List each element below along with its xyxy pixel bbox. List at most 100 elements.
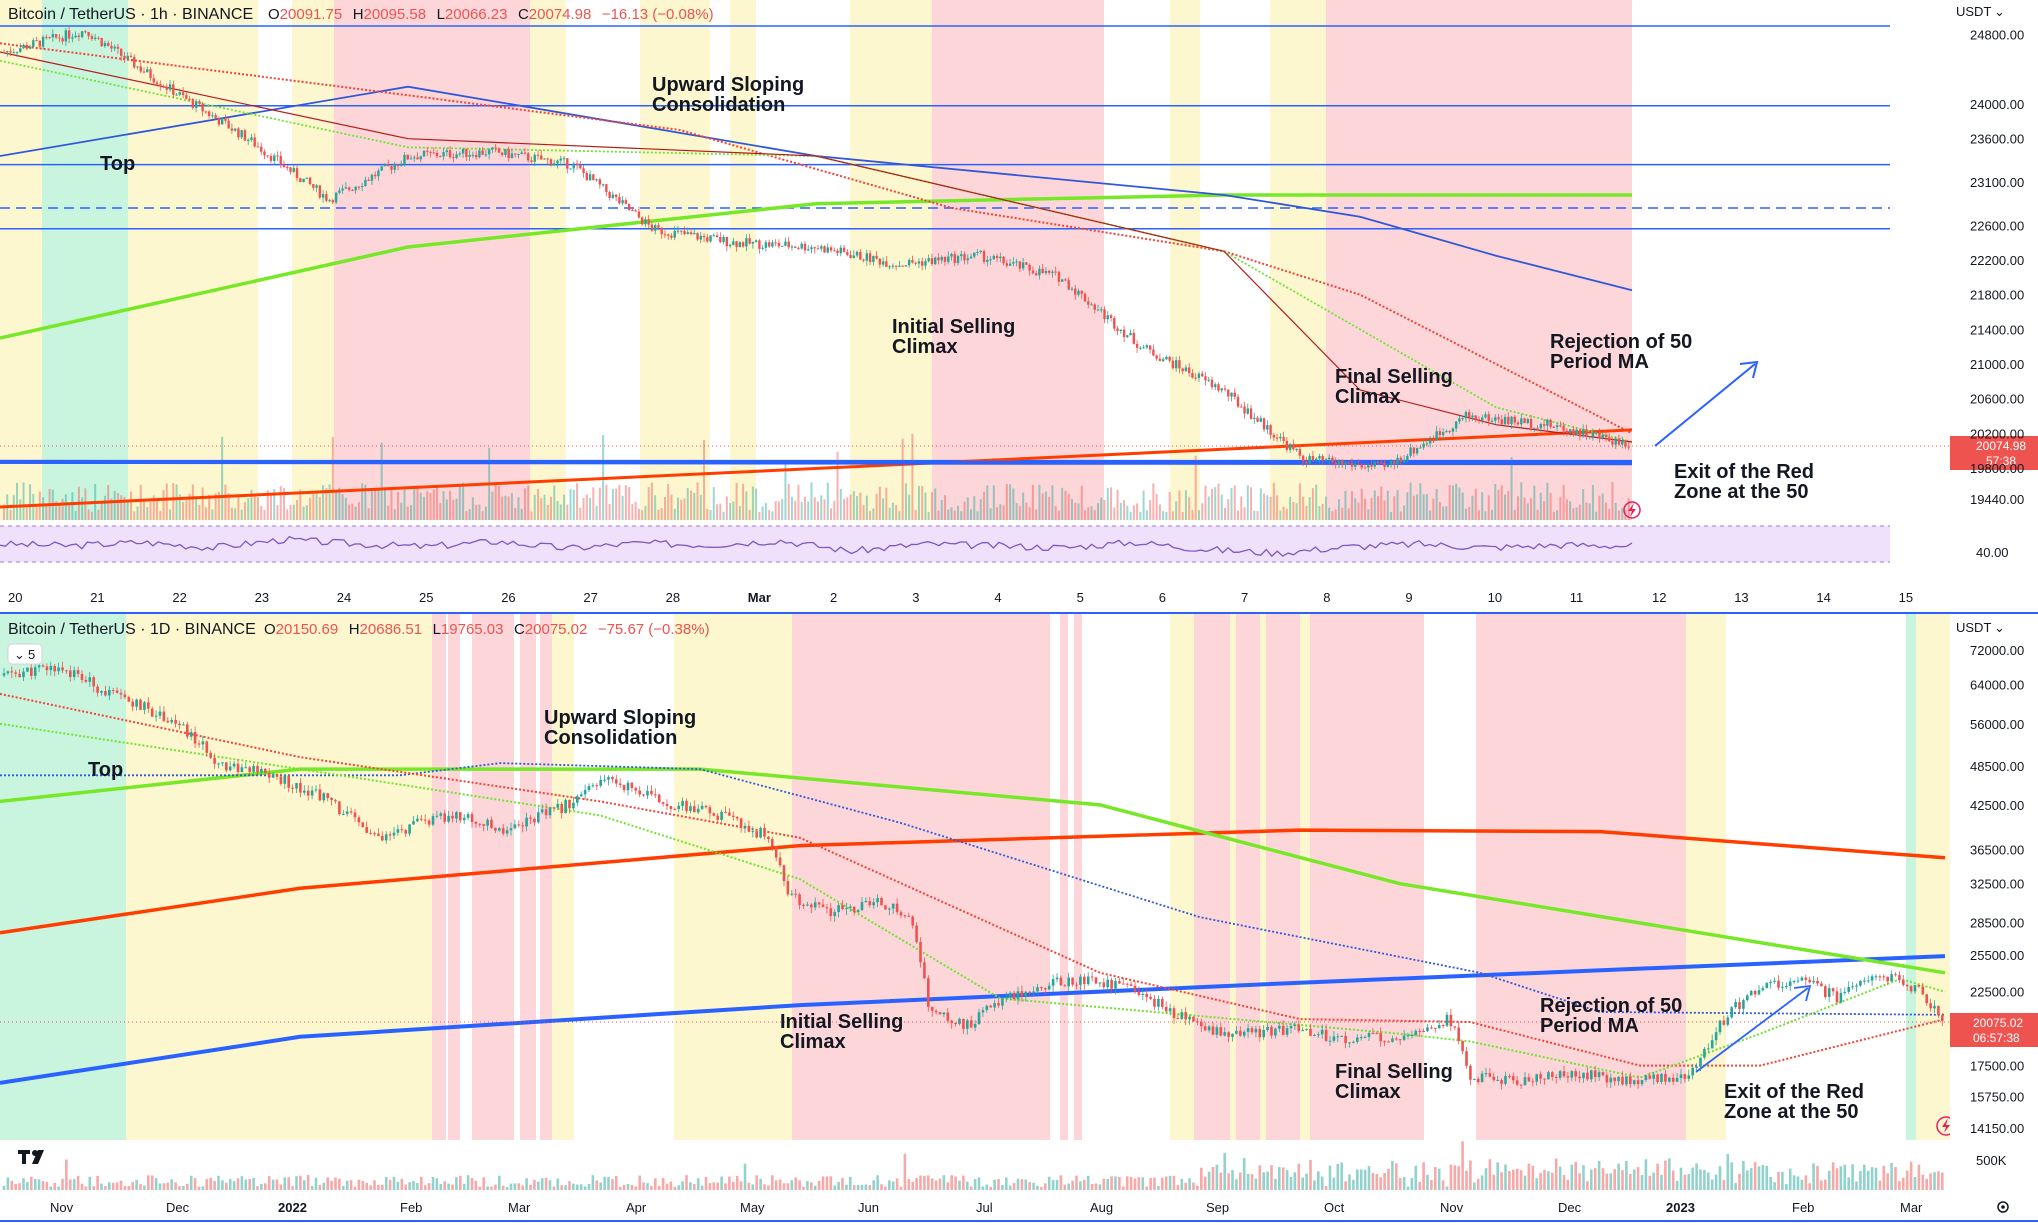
projection-arrow[interactable] xyxy=(1654,360,1759,447)
indicator-legend-toggle[interactable]: ⌄ 5 xyxy=(7,643,43,665)
daily-volume-bar xyxy=(1933,1172,1936,1190)
daily-volume-bar xyxy=(100,1183,103,1190)
volume-bar xyxy=(628,487,631,520)
pane-divider[interactable] xyxy=(0,612,2038,614)
volume-bar xyxy=(1572,508,1575,520)
daily-candle-body xyxy=(634,788,638,791)
volume-bar xyxy=(159,511,162,520)
daily-candle-body xyxy=(72,670,76,677)
volume-bar xyxy=(1578,504,1581,520)
volume-bar xyxy=(1350,491,1353,520)
candle-body xyxy=(116,46,120,49)
candle-body xyxy=(1324,459,1328,461)
daily-candle-body xyxy=(868,900,872,906)
candle-body xyxy=(334,192,338,203)
daily-time-axis[interactable]: Nov Dec 2022 Feb Mar Apr May Jun Jul Aug Sep Oct Nov… xyxy=(0,1190,1950,1220)
daily-price-label xyxy=(1950,1013,2038,1047)
daily-volume-bar xyxy=(1207,1171,1211,1190)
daily-candle-body xyxy=(1617,1076,1620,1082)
volume-bar xyxy=(1517,496,1520,520)
daily-candle-body xyxy=(1547,1072,1550,1080)
volume-bar xyxy=(1445,506,1448,520)
daily-chart-pane[interactable]: Top Upward Sloping Consolidation Initial… xyxy=(0,614,1956,1220)
daily-candle-body xyxy=(802,904,805,906)
daily-volume-bar xyxy=(1527,1163,1531,1190)
volume-bar xyxy=(823,499,826,520)
daily-candle-body xyxy=(1098,982,1102,984)
daily-volume-bar xyxy=(1465,1170,1468,1190)
daily-candle-body xyxy=(568,799,571,809)
daily-currency-label: USDT xyxy=(1956,620,1991,635)
daily-currency-dropdown-icon[interactable]: ⌄ xyxy=(1994,620,2005,635)
hourly-chart-pane[interactable]: Top Upward Sloping Consolidation Initial… xyxy=(0,0,1950,580)
daily-volume-bar xyxy=(1297,1163,1301,1190)
daily-volume-bar xyxy=(1808,1183,1811,1190)
daily-volume-bar xyxy=(1305,1173,1308,1190)
daily-volume-bar xyxy=(817,1180,821,1190)
daily-volume-bar xyxy=(884,1186,887,1190)
daily-volume-bar xyxy=(1866,1170,1870,1190)
daily-volume-bar xyxy=(400,1178,404,1190)
volume-bar xyxy=(1207,496,1210,520)
volume-bar xyxy=(299,489,302,520)
candle-body xyxy=(1174,360,1178,369)
logo-t-shape xyxy=(18,1150,30,1164)
volume-bar xyxy=(1162,511,1165,520)
daily-volume-bar xyxy=(689,1182,692,1190)
daily-candle-body xyxy=(486,819,489,826)
daily-y-tick: 17500.00 xyxy=(1970,1059,2024,1074)
candle-body xyxy=(409,158,413,160)
candle-body xyxy=(458,153,462,155)
candle-body xyxy=(256,146,260,148)
daily-candle-body xyxy=(595,785,599,787)
logo-background xyxy=(10,1142,56,1172)
zone-red xyxy=(520,614,536,1140)
daily-volume-bar xyxy=(505,1186,509,1190)
candle-body xyxy=(484,154,488,156)
daily-volume-bar xyxy=(1200,1167,1203,1190)
currency-dropdown-icon[interactable]: ⌄ xyxy=(1994,4,2005,19)
candle-body xyxy=(1608,437,1611,442)
daily-volume-bar xyxy=(1917,1164,1921,1190)
settings-gear-icon[interactable] xyxy=(1997,1201,2009,1213)
volume-bar xyxy=(1552,511,1555,520)
daily-candle-body xyxy=(400,829,404,831)
hourly-price-scale[interactable]: USDT ⌄ 20074.98 57:38 40.00 24800.002400… xyxy=(1950,0,2038,580)
daily-projection-arrow[interactable] xyxy=(1695,984,1812,1073)
volume-bar xyxy=(185,500,188,520)
zone-red xyxy=(1074,614,1082,1140)
candle-body xyxy=(1214,384,1217,388)
tradingview-logo[interactable] xyxy=(10,1142,56,1172)
daily-candle-body xyxy=(849,906,852,909)
daily-volume-bar xyxy=(1258,1165,1262,1190)
volume-bar xyxy=(81,497,84,520)
volume-bar xyxy=(204,507,207,520)
daily-volume-bar xyxy=(728,1176,731,1190)
daily-volume-bar xyxy=(1192,1182,1195,1190)
volume-bar xyxy=(921,485,924,520)
volume-bar xyxy=(732,501,735,520)
candle-body xyxy=(347,187,351,190)
lightning-icon[interactable] xyxy=(1623,501,1641,519)
daily-volume-bar xyxy=(384,1176,388,1190)
candle-body xyxy=(1021,262,1025,269)
daily-price-scale[interactable]: USDT ⌄ 20075.02 06:57:38 500K 72000.0064… xyxy=(1950,614,2038,1220)
daily-annotation-final-1: Final Selling xyxy=(1335,1061,1453,1083)
volume-bar xyxy=(983,491,986,520)
daily-y-tick: 42500.00 xyxy=(1970,798,2024,813)
volume-bar xyxy=(1224,507,1226,520)
daily-volume-bar xyxy=(482,1177,485,1190)
daily-candle-body xyxy=(778,857,782,866)
daily-candle-body xyxy=(408,824,411,834)
candle-body xyxy=(1464,412,1468,419)
daily-candle-body xyxy=(693,806,696,813)
daily-volume-bar xyxy=(732,1181,735,1190)
hourly-time-axis[interactable]: 20 21 22 23 24 25 26 27 28 Mar 2 3 4 5 6 7 8 9 10 11 12 13 14 1… xyxy=(0,580,1950,612)
daily-y-tick: 48500.00 xyxy=(1970,759,2024,774)
volume-bar xyxy=(1429,510,1432,520)
daily-volume-bar xyxy=(1500,1172,1503,1190)
daily-candle-body xyxy=(1297,1024,1301,1032)
daily-volume-bar xyxy=(37,1179,41,1190)
daily-volume-bar xyxy=(1831,1162,1835,1190)
candle-body xyxy=(426,150,429,152)
